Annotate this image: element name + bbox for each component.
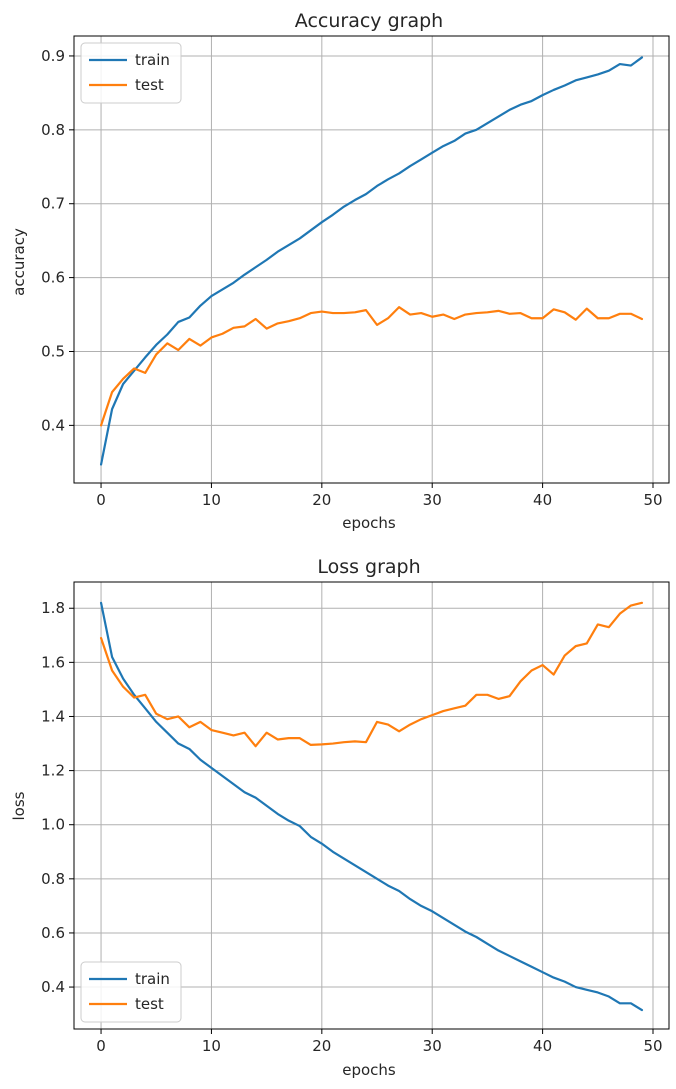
accuracy-xtick-label: 30 — [423, 491, 442, 509]
accuracy-xtick-label: 20 — [312, 491, 331, 509]
loss-xtick-label: 40 — [533, 1037, 552, 1055]
loss-legend: train test — [80, 961, 182, 1023]
loss-xtick-label: 20 — [312, 1037, 331, 1055]
loss-ytick-label: 0.8 — [41, 870, 65, 888]
loss-series-train-line — [99, 601, 644, 1012]
loss-ytick-label: 1.0 — [41, 816, 65, 834]
accuracy-legend: train test — [80, 42, 182, 104]
accuracy-xtick-label: 0 — [96, 491, 106, 509]
accuracy-ytick-label: 0.8 — [41, 121, 65, 139]
accuracy-legend-label-test: test — [135, 76, 164, 94]
accuracy-xtick-label: 50 — [643, 491, 662, 509]
loss-chart-xlabel: epochs — [342, 1061, 396, 1079]
accuracy-ytick-label: 0.5 — [41, 342, 65, 360]
loss-ytick-label: 1.8 — [41, 599, 65, 617]
loss-chart-ylabel: loss — [10, 791, 28, 820]
loss-xtick-label: 50 — [643, 1037, 662, 1055]
loss-series-test-line — [99, 601, 644, 748]
accuracy-series-train-line — [99, 56, 644, 466]
loss-xtick-label: 10 — [202, 1037, 221, 1055]
accuracy-ytick-label: 0.4 — [41, 416, 65, 434]
loss-chart-title: Loss graph — [317, 556, 420, 578]
loss-legend-label-train: train — [135, 970, 170, 988]
loss-legend-label-test: test — [135, 995, 164, 1013]
loss-legend-box — [80, 961, 182, 1023]
accuracy-xtick-label: 40 — [533, 491, 552, 509]
loss-plot-frame — [73, 581, 670, 1030]
accuracy-legend-label-train: train — [135, 51, 170, 69]
accuracy-ytick-label: 0.7 — [41, 195, 65, 213]
accuracy-chart-title: Accuracy graph — [295, 10, 443, 32]
loss-ytick-label: 1.6 — [41, 653, 65, 671]
accuracy-chart: Accuracy graph epochs accuracy 0 10 20 30 40… — [10, 10, 670, 532]
loss-xtick-label: 0 — [96, 1037, 106, 1055]
loss-xtick-label: 30 — [423, 1037, 442, 1055]
accuracy-legend-box — [80, 42, 182, 104]
accuracy-ytick-label: 0.6 — [41, 269, 65, 287]
accuracy-chart-ylabel: accuracy — [10, 228, 28, 296]
loss-ytick-label: 0.6 — [41, 924, 65, 942]
loss-ytick-label: 1.4 — [41, 707, 65, 725]
accuracy-ytick-label: 0.9 — [41, 47, 65, 65]
accuracy-chart-xlabel: epochs — [342, 514, 396, 532]
loss-chart: Loss graph epochs loss 0 10 20 30 40 50 0.4 0.6… — [10, 556, 670, 1079]
accuracy-series-test-line — [99, 306, 644, 427]
loss-ytick-label: 1.2 — [41, 762, 65, 780]
loss-ytick-label: 0.4 — [41, 978, 65, 996]
accuracy-xtick-label: 10 — [202, 491, 221, 509]
accuracy-plot-frame — [73, 35, 670, 484]
